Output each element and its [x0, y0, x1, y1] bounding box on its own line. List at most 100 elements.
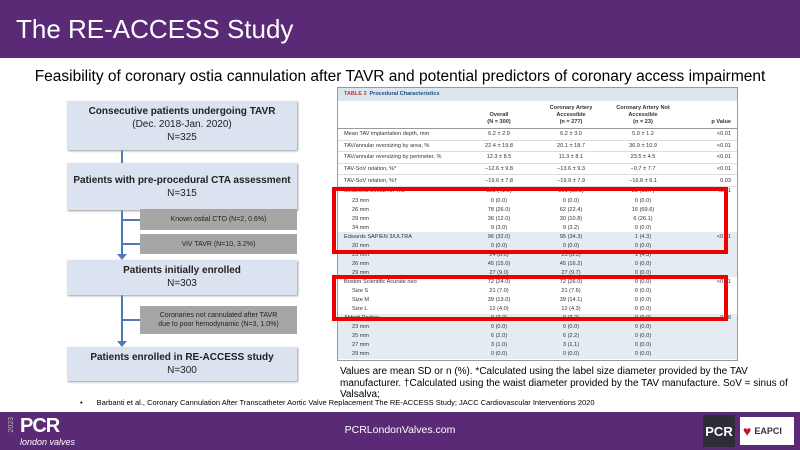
table-cell: 26 mm — [352, 260, 370, 267]
table-cell: 0 (0.0) — [490, 197, 508, 204]
table-row: 25 mm 6 (2.0) 6 (2.2) 0 (0.0) — [338, 331, 737, 341]
table-cell: TAV-SoV relation, %† — [344, 177, 398, 184]
procedural-characteristics-table: TABLE 3 Procedural Characteristics Overal… — [337, 87, 738, 361]
col-header: Coronary Artery Not Accessible (n = 23) — [616, 105, 670, 125]
table-cell: 39 (14.1) — [559, 297, 583, 304]
table-cell: 21 (7.6) — [561, 288, 581, 294]
table-cell: 95 (34.3) — [559, 233, 583, 240]
table-cell: 1 (4.3) — [634, 251, 652, 258]
table-row: 20 mm 0 (0.0) 0 (0.0) 0 (0.0) — [338, 241, 737, 251]
table-header: Overall (N = 300) Coronary Artery Accessi… — [338, 101, 737, 129]
table-cell: 21 (7.0) — [489, 288, 509, 294]
table-row: 29 mm 0 (0.0) 0 (0.0) 0 (0.0) — [338, 349, 737, 359]
table-cell: Size L — [352, 306, 368, 313]
table-cell: 36 (12.0) — [487, 215, 511, 222]
table-cell: 0 (0.0) — [634, 242, 652, 249]
table-row: Mean TAV implantation depth, mm 6.2 ± 2.9… — [338, 129, 737, 141]
table-row: 29 mm 27 (9.0) 27 (9.7) 0 (0.0) — [338, 268, 737, 278]
flow-box-count: N=315 — [167, 188, 197, 199]
table-row: 23 mm 0 (0.0) 0 (0.0) 0 (0.0) — [338, 322, 737, 332]
table-row: 23 mm 0 (0.0) 0 (0.0) 0 (0.0) — [338, 196, 737, 205]
table-row: 34 mm 9 (3.0) 9 (3.2) 0 (0.0) — [338, 223, 737, 232]
highlight-box-boston — [332, 275, 728, 321]
table-cell: 22.4 ± 19.8 — [485, 142, 513, 149]
table-cell: 9 (3.0) — [490, 224, 508, 231]
table-cell: 29 mm — [352, 351, 370, 358]
table-cell: 0 (0.0) — [562, 324, 580, 331]
heart-icon: ♥ — [743, 423, 752, 439]
table-cell: TAV-SoV relation, %* — [344, 166, 397, 173]
table-cell: 22 (95.7) — [631, 188, 655, 195]
table-row: Size M 39 (13.0) 39 (14.1) 0 (0.0) — [338, 296, 737, 305]
table-cell: −19.9 ± 7.9 — [556, 177, 586, 184]
table-cell: 39 (13.0) — [487, 297, 511, 304]
table-cell: 24 (8.0) — [489, 251, 509, 258]
table-row: Size S 21 (7.0) 21 (7.6) 0 (0.0) — [338, 286, 737, 295]
eapci-logo: ♥ EAPCI — [740, 417, 794, 445]
table-cell: 6.2 ± 3.0 — [560, 131, 582, 138]
table-cell: 1 (4.3) — [634, 233, 652, 240]
table-cell: 101 (36.5) — [558, 188, 584, 195]
col-header: Overall (N = 300) — [487, 112, 511, 125]
table-cell: 23.5 ± 4.5 — [630, 154, 656, 161]
table-cell: −16.8 ± 6.1 — [628, 177, 658, 184]
connector — [121, 319, 140, 321]
table-cell: 12 (4.0) — [489, 306, 509, 313]
table-cell: 0 (0.0) — [634, 269, 652, 276]
table-cell: Size S — [352, 288, 369, 294]
table-cell: TAV/annular oversizing by area, % — [344, 142, 430, 149]
table-cell: 6 (26.1) — [633, 215, 653, 222]
col-header: Coronary Artery Accessible (n = 277) — [549, 105, 593, 125]
table-row: TAV-SoV relation, %* −12.6 ± 9.8 −13.6 ± 9… — [338, 164, 737, 176]
flow-box-count: N=303 — [167, 278, 197, 289]
table-cell: <0.01 — [716, 188, 731, 195]
exclusion-text: due to poor hemodynamic (N=3, 1.0%) — [158, 321, 279, 328]
flow-box-final: Patients enrolled in RE-ACCESS study N=3… — [67, 347, 297, 381]
table-row: Size L 12 (4.0) 12 (4.3) 0 (0.0) — [338, 305, 737, 314]
table-cell: 12.3 ± 8.5 — [486, 154, 512, 161]
table-cell: 96 (32.0) — [487, 233, 511, 240]
table-cell: 0 (0.0) — [634, 306, 652, 313]
table-cell: <0.01 — [716, 166, 731, 173]
table-cell: 62 (22.4) — [559, 206, 583, 213]
table-cell: 45 (16.2) — [559, 260, 583, 267]
table-row: Boston Scientific Acurate neo 72 (24.0) 72… — [338, 277, 737, 286]
flow-box-count: N=300 — [167, 365, 197, 376]
website-link[interactable]: PCRLondonValves.com — [344, 424, 456, 436]
table-row: 27 mm 3 (1.0) 3 (1.1) 0 (0.0) — [338, 340, 737, 350]
table-cell: 78 (26.0) — [487, 206, 511, 213]
flow-box-title: Consecutive patients undergoing TAVR — [88, 106, 276, 117]
table-row: Edwards SAPIEN 3/ULTRA 96 (32.0) 95 (34.3)… — [338, 232, 737, 242]
connector — [121, 210, 123, 254]
table-cell: 0 (0.0) — [634, 224, 652, 231]
table-caption: TABLE 3 Procedural Characteristics — [338, 88, 737, 101]
table-cell: <0.01 — [716, 278, 731, 285]
table-cell: 20 mm — [352, 242, 370, 249]
table-cell: 123 (41.0) — [486, 188, 512, 195]
table-cell: 0 (0.0) — [634, 297, 652, 304]
flow-box-title: Patients initially enrolled — [123, 265, 241, 276]
flow-box-subtitle: (Dec. 2018-Jan. 2020) — [132, 119, 232, 130]
table-cell: 0 (0.0) — [562, 351, 580, 358]
table-cell: 45 (15.0) — [487, 260, 511, 267]
table-cell: 0 (0.0) — [562, 242, 580, 249]
table-cell: 5.0 ± 1.2 — [632, 131, 654, 138]
table-row: 23 mm 24 (8.0) 23 (8.3) 1 (4.3) — [338, 250, 737, 260]
table-cell: Size M — [352, 297, 370, 304]
table-cell: 0 (0.0) — [490, 351, 508, 358]
table-cell: 3 (1.1) — [562, 342, 580, 349]
table-cell: 25 mm — [352, 333, 370, 340]
table-cell: 23 mm — [352, 251, 370, 258]
table-cell: 0 (0.0) — [562, 197, 580, 204]
exclusion-box-hemodynamic: Coronaries not cannulated after TAVR due… — [140, 306, 297, 334]
connector — [121, 219, 140, 221]
reference: • Barbanti et al., Coronary Cannulation A… — [80, 398, 595, 407]
table-cell: 27 (9.7) — [561, 269, 581, 276]
flow-box-title: Patients enrolled in RE-ACCESS study — [90, 352, 274, 363]
table-cell: −13.6 ± 9.3 — [556, 166, 586, 173]
table-row: 29 mm 36 (12.0) 30 (10.8) 6 (26.1) — [338, 214, 737, 223]
table-cell: 11.3 ± 8.1 — [558, 154, 584, 161]
table-cell: 0 (0.0) — [634, 333, 652, 340]
table-cell: TAV/annular oversizing by perimeter, % — [344, 154, 442, 161]
flow-box-cta: Patients with pre-procedural CTA assessm… — [67, 163, 297, 210]
